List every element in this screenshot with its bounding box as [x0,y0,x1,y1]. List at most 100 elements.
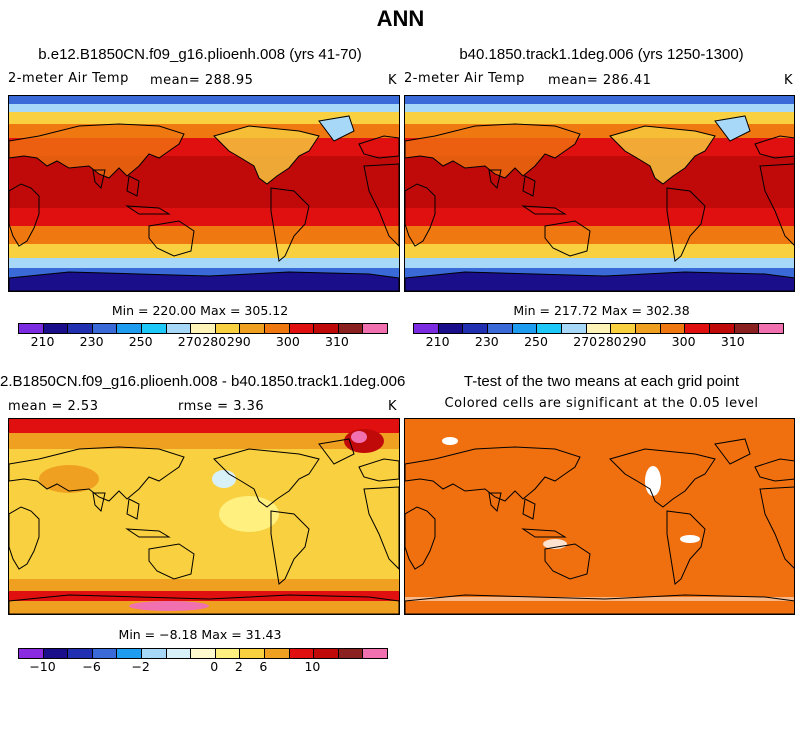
colorbar-swatch [43,649,69,658]
coastlines [9,438,399,614]
temperature-band [405,226,794,244]
colorbar-swatch [488,324,513,333]
map-field [405,96,794,291]
coastline-indo [521,528,567,538]
colorbar-swatch [289,324,315,333]
coastline-samer [666,187,706,262]
coastline-india [488,169,502,189]
coastline-afr2 [363,163,399,247]
panel1-variable: 2-meter Air Temp [8,71,129,86]
colorbar-swatch [117,324,142,333]
difference-band [9,419,399,433]
colorbar-swatch [537,324,563,333]
colorbar-swatch [338,649,364,658]
panel2-title: b40.1850.track1.1deg.006 (yrs 1250-1300) [459,46,744,63]
panel1-units: K [388,73,398,88]
colorbar-tick-label: 250 [524,334,548,349]
panel4-map-svg [405,419,794,614]
difference-patch [219,496,279,532]
colorbar-swatch [363,649,387,658]
coastline-namer [609,448,716,508]
panel2-units: K [784,73,794,88]
panel2-variable: 2-meter Air Temp [404,71,525,86]
panel2-mean: mean= 286.41 [548,73,652,88]
coastline-afr2 [759,486,794,569]
coastline-samer [270,187,310,262]
colorbar-tick-label: 0 [210,659,219,674]
colorbar-tick-label: 6 [259,659,268,674]
insignificant-region [442,437,458,445]
panel2-colorbar [413,323,784,334]
coastline-eurasia [9,446,185,502]
colorbar-tick-label: 250 [128,334,153,349]
colorbar-swatch [611,324,637,333]
panel3-title: 2.B1850CN.f09_g16.plioenh.008 - b40.1850… [0,373,406,390]
land-temperature-patch [319,116,354,141]
panel3-colorbar [18,648,388,659]
coastline-antar [9,271,399,291]
colorbar-swatch [338,324,364,333]
map-field [405,419,794,614]
temperature-band [9,176,399,208]
coastline-seasia [126,498,140,520]
temperature-band [405,176,794,208]
colorbar-swatch [660,324,686,333]
coastline-greenl [714,438,751,465]
colorbar-tick-label: 2 [234,659,243,674]
coastline-antar [405,271,794,291]
colorbar-tick-label: 210 [30,334,55,349]
colorbar-tick-label: 300 [275,334,300,349]
colorbar-swatch [586,324,612,333]
coastline-africa [405,183,436,247]
colorbar-swatch [191,324,216,333]
colorbar-swatch [191,649,216,658]
panel4-title: T-test of the two means at each grid poi… [463,373,740,390]
colorbar-tick-label: 270 [177,334,202,349]
land-temperature-patch [214,126,319,184]
colorbar-swatch [289,649,315,658]
coastline-seasia [126,175,140,197]
coastlines [405,438,794,614]
colorbar-tick-label: −6 [82,659,101,674]
coastline-afr2 [759,163,794,246]
coastline-afr2 [363,486,399,570]
panel2-map-svg [405,96,794,291]
colorbar-tick-label: 210 [425,334,450,349]
panel1-colorbar [18,323,388,334]
temperature-band [9,244,399,258]
coastline-eurasia [405,446,581,502]
panel3-map-svg [9,419,399,614]
colorbar-swatch [166,324,192,333]
colorbar-swatch [117,649,142,658]
colorbar-tick-label: 280 [597,334,622,349]
coastline-india [92,492,106,512]
insignificant-region [645,466,661,496]
difference-band [9,591,399,601]
temperature-band [9,104,399,112]
colorbar-tick-label: −2 [131,659,150,674]
colorbar-swatch [636,324,661,333]
page-title: ANN [376,6,425,31]
coastline-antar [405,594,794,614]
panel1-mean: mean= 288.95 [150,73,254,88]
coastline-seasia [522,498,536,520]
coastline-austral [148,543,195,580]
coastlines [405,115,794,291]
coastline-namer [213,448,320,508]
coastline-euro [358,135,399,159]
colorbar-tick-label: 230 [79,334,104,349]
colorbar-tick-label: 230 [474,334,499,349]
colorbar-swatch [314,649,339,658]
coastline-euro [754,135,794,159]
coastline-seasia [522,175,536,197]
colorbar-swatch [92,324,118,333]
colorbar-tick-label: −10 [29,659,56,674]
colorbar-swatch [562,324,587,333]
coastline-eurasia [9,123,185,179]
temperature-band [405,112,794,124]
colorbar-swatch [264,324,290,333]
temperature-band [405,268,794,278]
map-field [9,96,399,291]
significance-field [405,419,794,614]
land-temperature-patch [9,272,399,291]
